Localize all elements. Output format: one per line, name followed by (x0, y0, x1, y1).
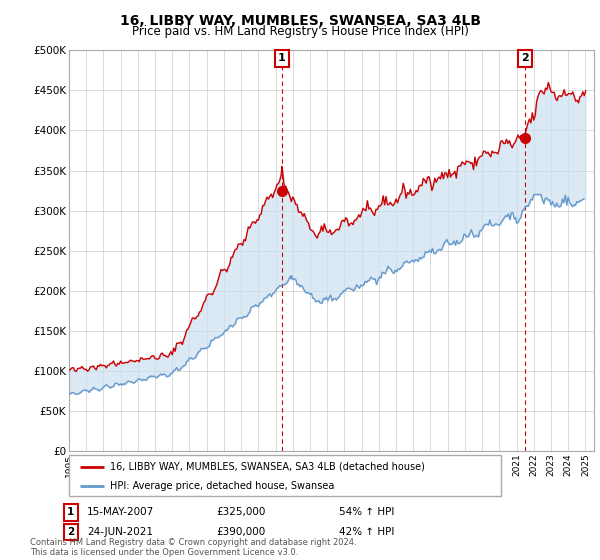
Text: 2: 2 (521, 53, 529, 63)
Text: 2: 2 (67, 527, 74, 537)
Text: 16, LIBBY WAY, MUMBLES, SWANSEA, SA3 4LB (detached house): 16, LIBBY WAY, MUMBLES, SWANSEA, SA3 4LB… (110, 461, 425, 472)
Text: 42% ↑ HPI: 42% ↑ HPI (339, 527, 394, 537)
Text: 54% ↑ HPI: 54% ↑ HPI (339, 507, 394, 517)
Text: HPI: Average price, detached house, Swansea: HPI: Average price, detached house, Swan… (110, 480, 334, 491)
Text: 1: 1 (67, 507, 74, 517)
Text: 1: 1 (278, 53, 286, 63)
Text: 16, LIBBY WAY, MUMBLES, SWANSEA, SA3 4LB: 16, LIBBY WAY, MUMBLES, SWANSEA, SA3 4LB (119, 14, 481, 28)
Text: Price paid vs. HM Land Registry's House Price Index (HPI): Price paid vs. HM Land Registry's House … (131, 25, 469, 38)
Text: £390,000: £390,000 (216, 527, 265, 537)
Text: 15-MAY-2007: 15-MAY-2007 (87, 507, 154, 517)
Text: 24-JUN-2021: 24-JUN-2021 (87, 527, 153, 537)
Text: £325,000: £325,000 (216, 507, 265, 517)
Text: Contains HM Land Registry data © Crown copyright and database right 2024.
This d: Contains HM Land Registry data © Crown c… (30, 538, 356, 557)
